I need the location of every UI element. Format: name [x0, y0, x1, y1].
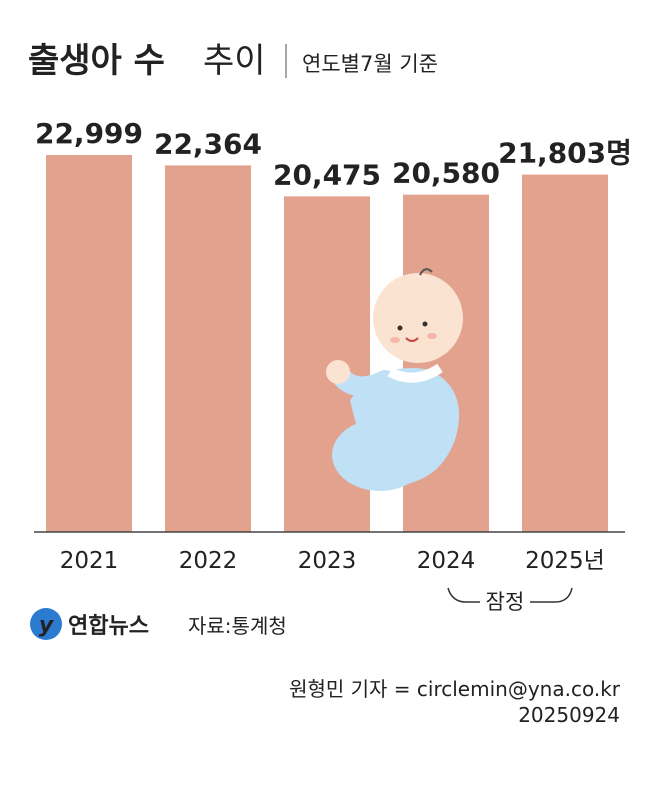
- bars: 22,999 2021 22,364 2022 20,475 2023 20,580 2024…: [35, 117, 632, 574]
- annotation: 잠정: [486, 590, 525, 614]
- x-tick-label: 2024: [417, 548, 476, 574]
- x-tick-label: 2021: [60, 548, 119, 574]
- x-tick-label: 2025년: [525, 548, 605, 574]
- date: 20250924: [518, 703, 620, 727]
- baby-illustration: [326, 268, 463, 491]
- value-label: 20,475: [273, 158, 381, 191]
- logo: y: [30, 608, 62, 640]
- bar: [46, 155, 132, 532]
- byline: 원형민 기자 = circlemin@yna.co.kr: [289, 677, 621, 701]
- bar: [165, 165, 251, 532]
- subtitle: 연도별7월 기준: [302, 52, 438, 76]
- logo-text: 연합뉴스: [68, 613, 149, 639]
- x-tick-label: 2023: [298, 548, 357, 574]
- value-label: 20,580: [392, 157, 500, 190]
- svg-text:y: y: [39, 613, 55, 638]
- chart-title-light: 추이: [203, 41, 266, 81]
- value-label: 22,364: [154, 127, 262, 160]
- bracket: [447, 587, 573, 603]
- source: 자료:통계청: [188, 614, 287, 638]
- bar: [522, 174, 608, 532]
- value-label: 22,999: [35, 117, 143, 150]
- chart-title: 출생아 수: [28, 41, 165, 81]
- bar: [403, 194, 489, 532]
- value-label: 21,803명: [498, 137, 632, 170]
- x-tick-label: 2022: [179, 548, 238, 574]
